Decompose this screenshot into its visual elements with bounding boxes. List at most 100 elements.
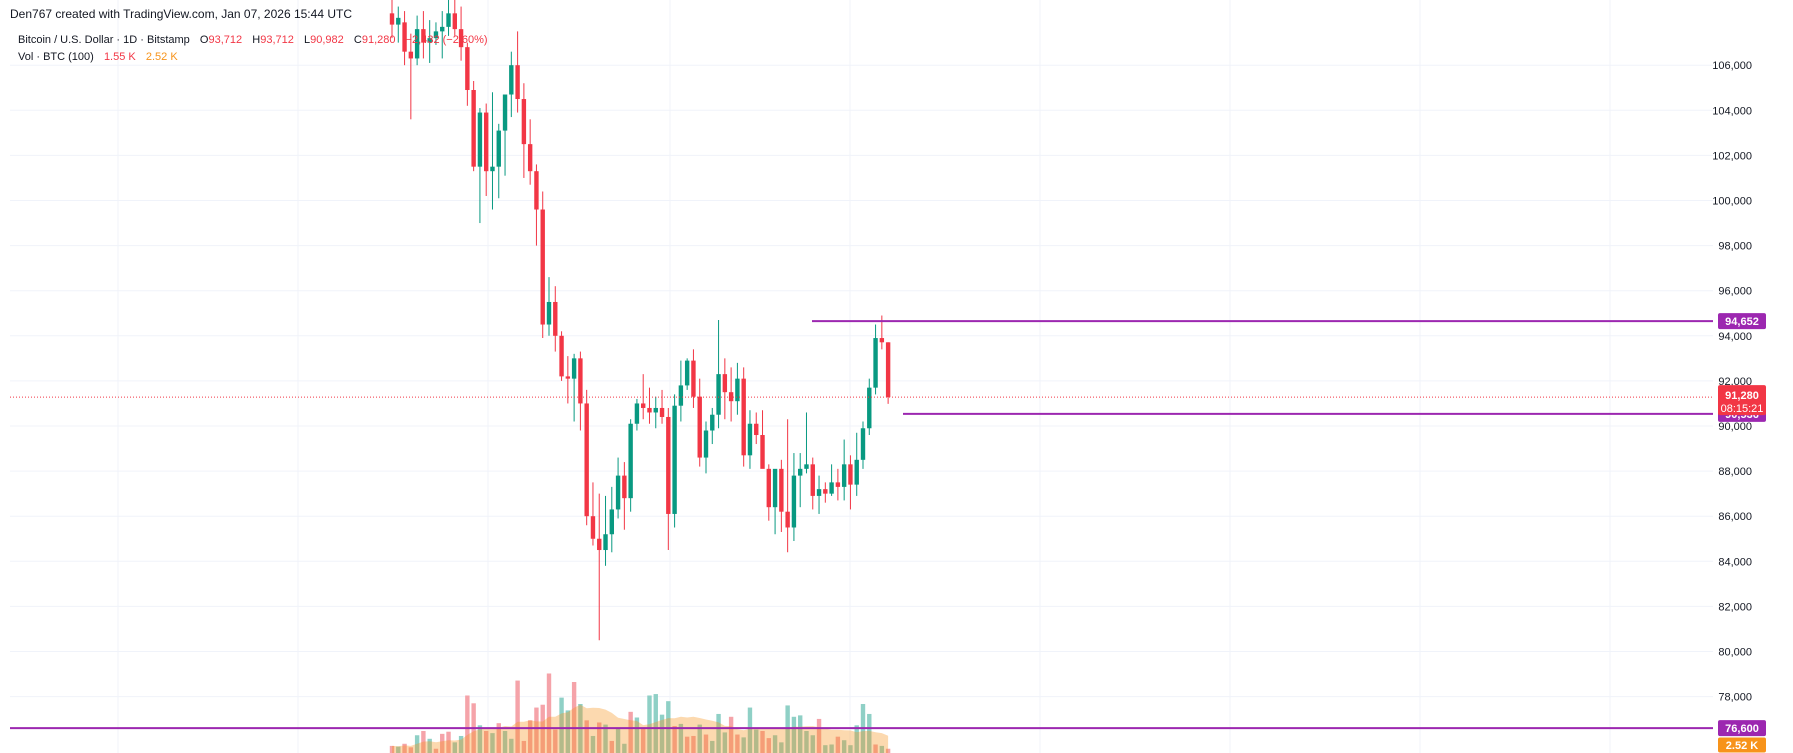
volume-bar	[841, 740, 847, 753]
candle-body	[810, 464, 815, 496]
candle	[452, 0, 457, 36]
volume-bar	[509, 738, 514, 753]
volume-bar	[710, 740, 715, 753]
last-price-label-bg	[1718, 385, 1766, 416]
volume-bar	[798, 715, 803, 753]
candle	[628, 419, 633, 512]
candle	[728, 367, 734, 422]
candle-body	[571, 358, 577, 379]
candle	[760, 410, 765, 469]
candle-body	[754, 423, 759, 436]
candle	[603, 495, 608, 566]
candle	[471, 80, 476, 172]
candle-body	[496, 130, 501, 167]
candle-body	[446, 13, 451, 27]
volume-bar	[728, 716, 734, 753]
candle	[835, 468, 841, 501]
candle	[540, 191, 545, 339]
price-axis[interactable]: 106,000 104,000 102,000 100,000 98,000 96,000…	[1712, 60, 1752, 703]
candle	[691, 349, 696, 408]
candle	[408, 33, 414, 120]
volume-bar	[653, 694, 658, 753]
symbol-legend[interactable]: Bitcoin / U.S. Dollar · 1D · Bitstamp O9…	[18, 34, 488, 46]
candle-body	[885, 342, 891, 398]
candle	[521, 83, 527, 178]
candle-body	[873, 338, 878, 388]
volume-bar	[823, 745, 828, 753]
candle	[772, 468, 778, 535]
volume-bar	[546, 673, 552, 753]
candle	[509, 51, 514, 118]
candle	[477, 108, 483, 224]
candle	[703, 421, 709, 474]
candle	[873, 324, 878, 395]
horizontal-levels[interactable]	[10, 320, 1713, 730]
candle	[735, 362, 740, 415]
price-tick-label: 80,000	[1718, 647, 1752, 659]
candle-body	[559, 335, 564, 377]
candle-body	[760, 435, 765, 469]
candle	[553, 286, 558, 352]
candle-body	[666, 416, 671, 514]
volume-bar	[810, 735, 815, 753]
volume-bar	[389, 745, 395, 753]
candle-body	[433, 31, 439, 39]
volume-bar	[414, 735, 420, 753]
candle-body	[854, 459, 859, 485]
symbol-name[interactable]: Bitcoin / U.S. Dollar · 1D · Bitstamp	[18, 34, 190, 46]
close-label: C	[353, 34, 362, 46]
candle-body	[867, 387, 872, 429]
candle	[484, 103, 489, 196]
volume-ma-value: 2.52 K	[145, 51, 178, 63]
volume-bar	[854, 725, 859, 753]
candle-body	[565, 376, 571, 379]
volume-indicator-name[interactable]: Vol · BTC (100)	[18, 51, 94, 63]
candle	[722, 358, 728, 420]
candle-body	[414, 29, 420, 59]
volume-bar	[534, 707, 539, 753]
candle	[458, 6, 464, 61]
volume-bar	[584, 720, 589, 753]
candle-body	[578, 358, 583, 404]
volume-bar	[691, 735, 696, 753]
candle-body	[440, 26, 445, 32]
volume-bar	[697, 724, 702, 753]
candle-body	[791, 475, 797, 528]
candle-body	[622, 475, 627, 499]
volume-legend[interactable]: Vol · BTC (100) 1.55 K 2.52 K	[18, 51, 178, 63]
candle	[634, 398, 640, 431]
candle-body	[659, 407, 665, 417]
candle-body	[584, 403, 589, 517]
candle	[697, 378, 702, 467]
volume-value: 1.55 K	[103, 51, 136, 63]
volume-bar	[722, 732, 728, 753]
candle	[804, 412, 809, 474]
candle	[440, 11, 445, 59]
candle-body	[747, 423, 753, 456]
volume-bar	[427, 738, 432, 753]
candle-body	[477, 112, 483, 167]
price-tick-label: 86,000	[1718, 511, 1752, 523]
candle-body	[603, 534, 608, 551]
volume-bar	[760, 730, 765, 753]
candle-body	[490, 166, 495, 172]
volume-bar	[779, 742, 784, 753]
candle-body	[823, 489, 828, 494]
candle-body	[546, 301, 552, 325]
candle-body	[408, 51, 414, 59]
candle	[490, 92, 495, 210]
candle-body	[396, 17, 401, 25]
candle-body	[779, 468, 784, 512]
candle	[421, 11, 426, 59]
candle-body	[590, 516, 596, 539]
volume-bar	[766, 738, 771, 753]
candle	[672, 394, 677, 528]
candle	[829, 464, 834, 496]
volume-bar	[678, 723, 684, 753]
candle-body	[703, 430, 709, 458]
volume-bar	[735, 734, 740, 753]
candle	[559, 331, 564, 381]
candle-body	[515, 65, 520, 100]
volume-bar	[772, 735, 778, 753]
